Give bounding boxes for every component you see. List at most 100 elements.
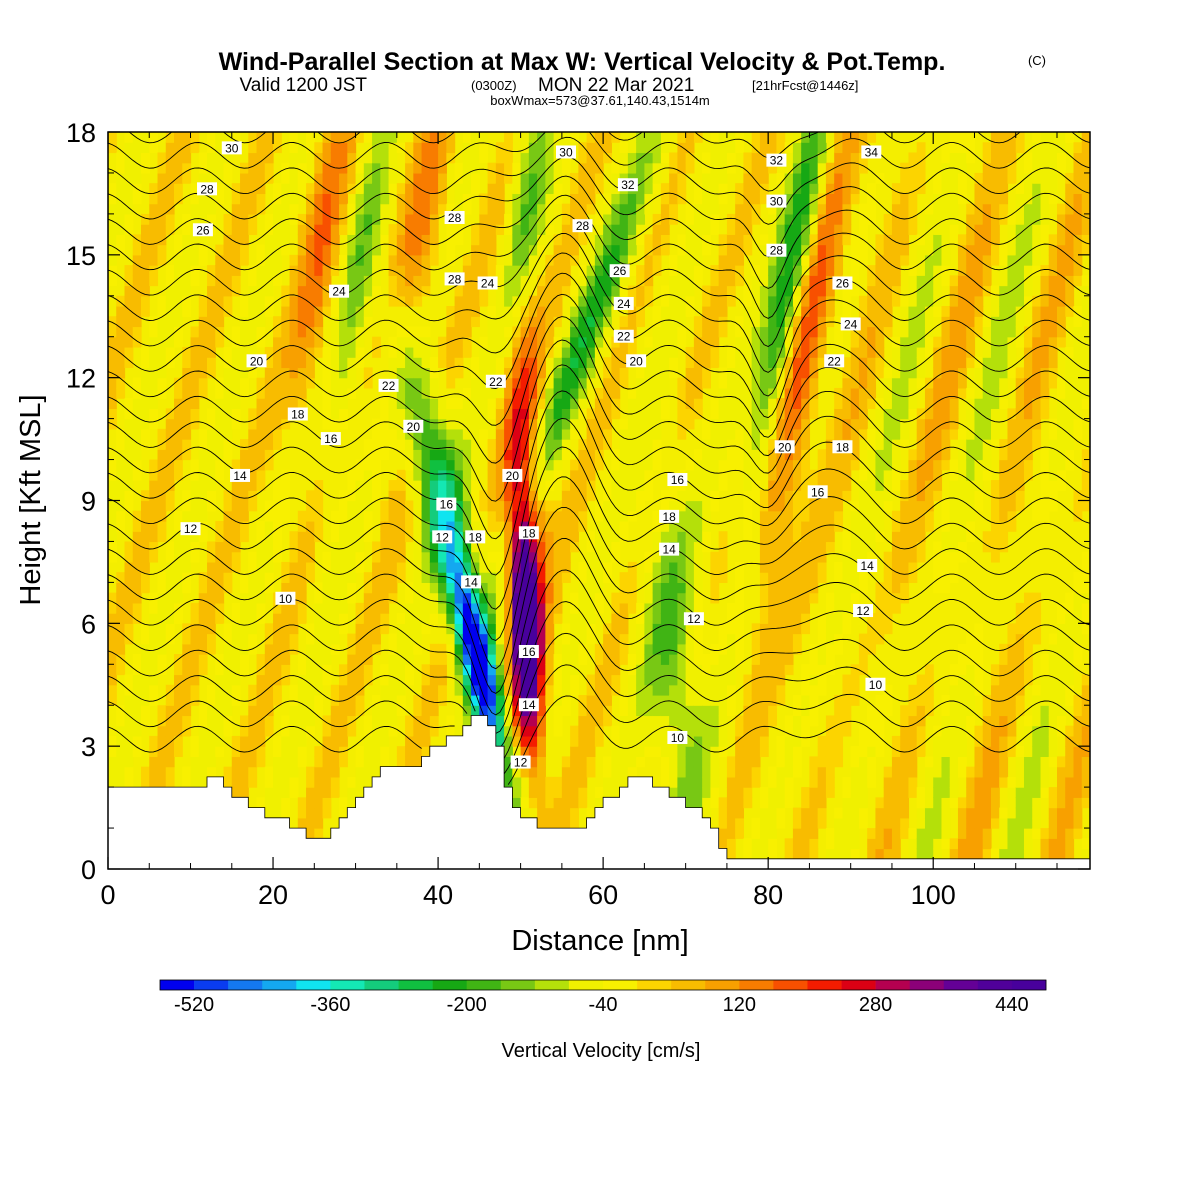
w-cell	[454, 684, 464, 696]
w-cell	[677, 336, 687, 348]
w-cell	[413, 756, 423, 768]
w-cell	[355, 234, 365, 246]
w-cell	[264, 234, 274, 246]
w-cell	[619, 316, 629, 328]
w-cell	[454, 193, 464, 205]
w-cell	[809, 142, 819, 154]
w-cell	[768, 439, 778, 450]
w-cell	[768, 633, 778, 645]
w-cell	[603, 152, 612, 164]
w-cell	[273, 766, 282, 778]
w-cell	[528, 183, 538, 195]
w-cell	[809, 694, 819, 706]
w-cell	[182, 633, 192, 645]
w-cell	[339, 265, 348, 276]
w-cell	[495, 561, 505, 573]
w-cell	[784, 244, 794, 256]
w-cell	[190, 234, 200, 246]
w-cell	[273, 623, 282, 635]
w-cell	[768, 705, 778, 717]
w-cell	[149, 213, 159, 225]
w-cell	[306, 377, 315, 389]
w-cell	[528, 428, 538, 440]
w-cell	[124, 224, 134, 235]
w-cell	[792, 449, 802, 461]
w-cell	[702, 285, 712, 297]
w-cell	[355, 510, 365, 522]
w-cell	[528, 387, 538, 399]
w-cell	[174, 326, 183, 338]
w-cell	[792, 582, 802, 594]
w-cell	[454, 531, 464, 543]
w-cell	[792, 561, 802, 573]
w-cell	[182, 715, 192, 727]
w-cell	[165, 480, 175, 491]
w-cell	[314, 602, 324, 614]
w-cell	[528, 797, 538, 809]
w-cell	[174, 398, 183, 409]
w-cell	[471, 480, 480, 491]
w-cell	[776, 326, 786, 338]
w-cell	[471, 142, 480, 154]
w-cell	[405, 367, 414, 379]
w-cell	[182, 295, 192, 307]
w-cell	[380, 684, 390, 696]
w-cell	[165, 582, 175, 594]
w-cell	[215, 295, 225, 307]
w-cell	[314, 520, 324, 532]
w-cell	[553, 398, 563, 409]
w-cell	[685, 387, 695, 399]
w-cell	[561, 797, 571, 809]
w-cell	[182, 172, 192, 184]
w-cell	[487, 367, 497, 379]
w-cell	[190, 735, 200, 747]
w-cell	[462, 613, 472, 624]
w-cell	[124, 418, 134, 430]
w-cell	[396, 756, 406, 768]
w-cell	[256, 387, 266, 399]
w-cell	[264, 520, 274, 532]
w-cell	[702, 336, 712, 348]
w-cell	[710, 142, 720, 154]
w-cell	[215, 654, 225, 665]
w-cell	[454, 592, 464, 604]
w-cell	[611, 746, 621, 758]
w-cell	[710, 336, 720, 348]
w-cell	[784, 183, 794, 195]
w-cell	[248, 408, 258, 420]
w-cell	[306, 316, 315, 328]
w-cell	[545, 172, 555, 184]
w-cell	[586, 715, 596, 727]
w-cell	[141, 234, 150, 246]
w-cell	[429, 152, 439, 164]
w-cell	[586, 633, 596, 645]
w-cell	[207, 152, 216, 164]
w-cell	[677, 490, 687, 502]
w-cell	[297, 183, 307, 195]
w-cell	[479, 244, 489, 256]
w-cell	[553, 541, 563, 553]
w-cell	[660, 152, 670, 164]
w-cell	[198, 357, 208, 369]
w-cell	[759, 295, 769, 307]
w-cell	[264, 213, 274, 225]
w-cell	[297, 684, 307, 696]
w-cell	[240, 756, 249, 768]
w-cell	[322, 561, 332, 573]
w-cell	[479, 152, 489, 164]
w-cell	[726, 418, 736, 430]
w-cell	[594, 387, 604, 399]
w-cell	[314, 295, 324, 307]
w-cell	[702, 674, 712, 686]
w-cell	[388, 643, 398, 655]
w-cell	[743, 346, 753, 358]
w-cell	[537, 715, 546, 727]
w-cell	[355, 664, 365, 676]
w-cell	[594, 306, 604, 317]
w-cell	[644, 152, 654, 164]
w-cell	[289, 561, 299, 573]
w-cell	[281, 367, 291, 379]
w-cell	[759, 193, 769, 205]
w-cell	[743, 510, 753, 522]
w-cell	[355, 183, 365, 195]
